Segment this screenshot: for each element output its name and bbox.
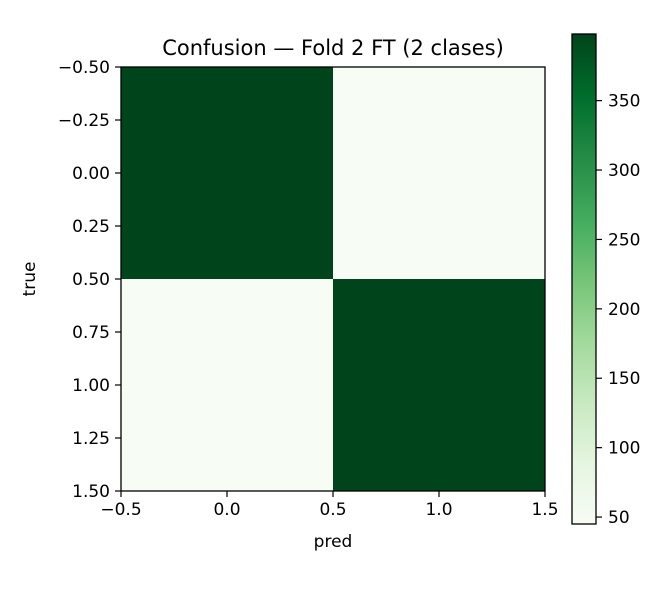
x-axis-label: pred [314,532,353,552]
y-tick-label: −0.25 [58,111,110,131]
colorbar-frame [571,33,597,525]
colorbar-ticks: 50 100 150 200 250 300 350 [596,92,640,528]
chart-title: Confusion — Fold 2 FT (2 clases) [162,36,504,60]
heatmap-cells [121,67,545,491]
y-axis-label: true [20,262,40,297]
y-tick-label: 1.00 [72,376,110,396]
colorbar-gradient [572,34,596,524]
x-axis-ticks: −0.5 0.0 0.5 1.0 1.5 [100,491,559,520]
colorbar-tick-label: 50 [608,508,630,528]
colorbar-tick-label: 250 [608,230,640,250]
heatmap-cell-1-1 [333,279,545,491]
y-tick-label: 1.25 [72,429,110,449]
y-tick-label: 0.75 [72,323,110,343]
colorbar-tick-label: 350 [608,92,640,112]
colorbar-tick-label: 150 [608,369,640,389]
x-tick-label: −0.5 [100,500,141,520]
x-tick-label: 0.5 [319,500,346,520]
heatmap-cell-0-1 [333,67,545,279]
x-tick-label: 1.0 [425,500,452,520]
y-axis-ticks: −0.50 −0.25 0.00 0.25 0.50 0.75 1.00 1.25 1.50 [58,58,121,502]
colorbar-tick-label: 200 [608,300,640,320]
heatmap-cell-0-0 [121,67,333,279]
y-tick-label: 1.50 [72,482,110,502]
colorbar: 50 100 150 200 250 300 350 [571,33,640,528]
x-tick-label: 1.5 [531,500,558,520]
x-tick-label: 0.0 [213,500,240,520]
y-tick-label: 0.25 [72,217,110,237]
colorbar-tick-label: 300 [608,161,640,181]
colorbar-tick-label: 100 [608,439,640,459]
y-tick-label: 0.50 [72,270,110,290]
y-tick-label: 0.00 [72,164,110,184]
heatmap-cell-1-0 [121,279,333,491]
y-tick-label: −0.50 [58,58,110,78]
